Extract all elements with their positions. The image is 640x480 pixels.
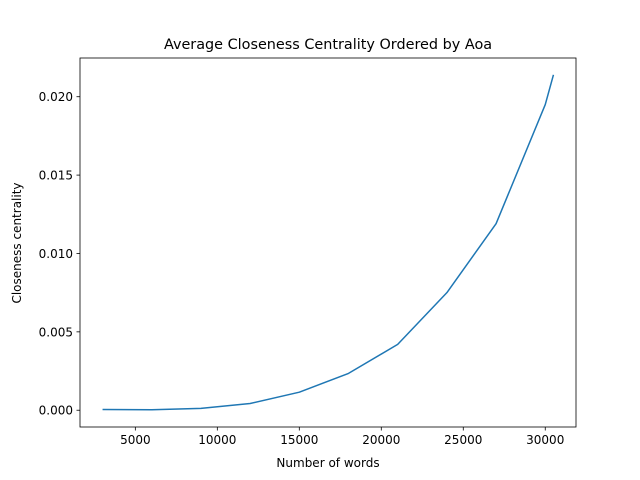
plot-area: 5000 10000 15000 20000 25000 30000 0.000 0.005 0… [39,57,577,447]
y-tick-label-0: 0.000 [39,404,73,418]
series-line-0 [102,74,555,411]
y-tick-label-2: 0.010 [39,247,73,261]
x-tick-label-4: 25000 [444,433,482,447]
x-tick-label-5: 30000 [526,433,564,447]
y-tick-label-3: 0.015 [39,169,73,183]
chart-title: Average Closeness Centrality Ordered by … [164,37,492,53]
x-tick-label-2: 15000 [280,433,318,447]
x-tick-label-1: 10000 [198,433,236,447]
y-tick-label-4: 0.020 [39,90,73,104]
axes-frame [79,57,577,428]
y-axis-label: Closeness centrality [10,182,24,303]
y-tick-label-1: 0.005 [39,325,73,339]
x-tick-label-3: 20000 [362,433,400,447]
x-tick-label-0: 5000 [120,433,151,447]
x-axis-label: Number of words [276,456,379,470]
